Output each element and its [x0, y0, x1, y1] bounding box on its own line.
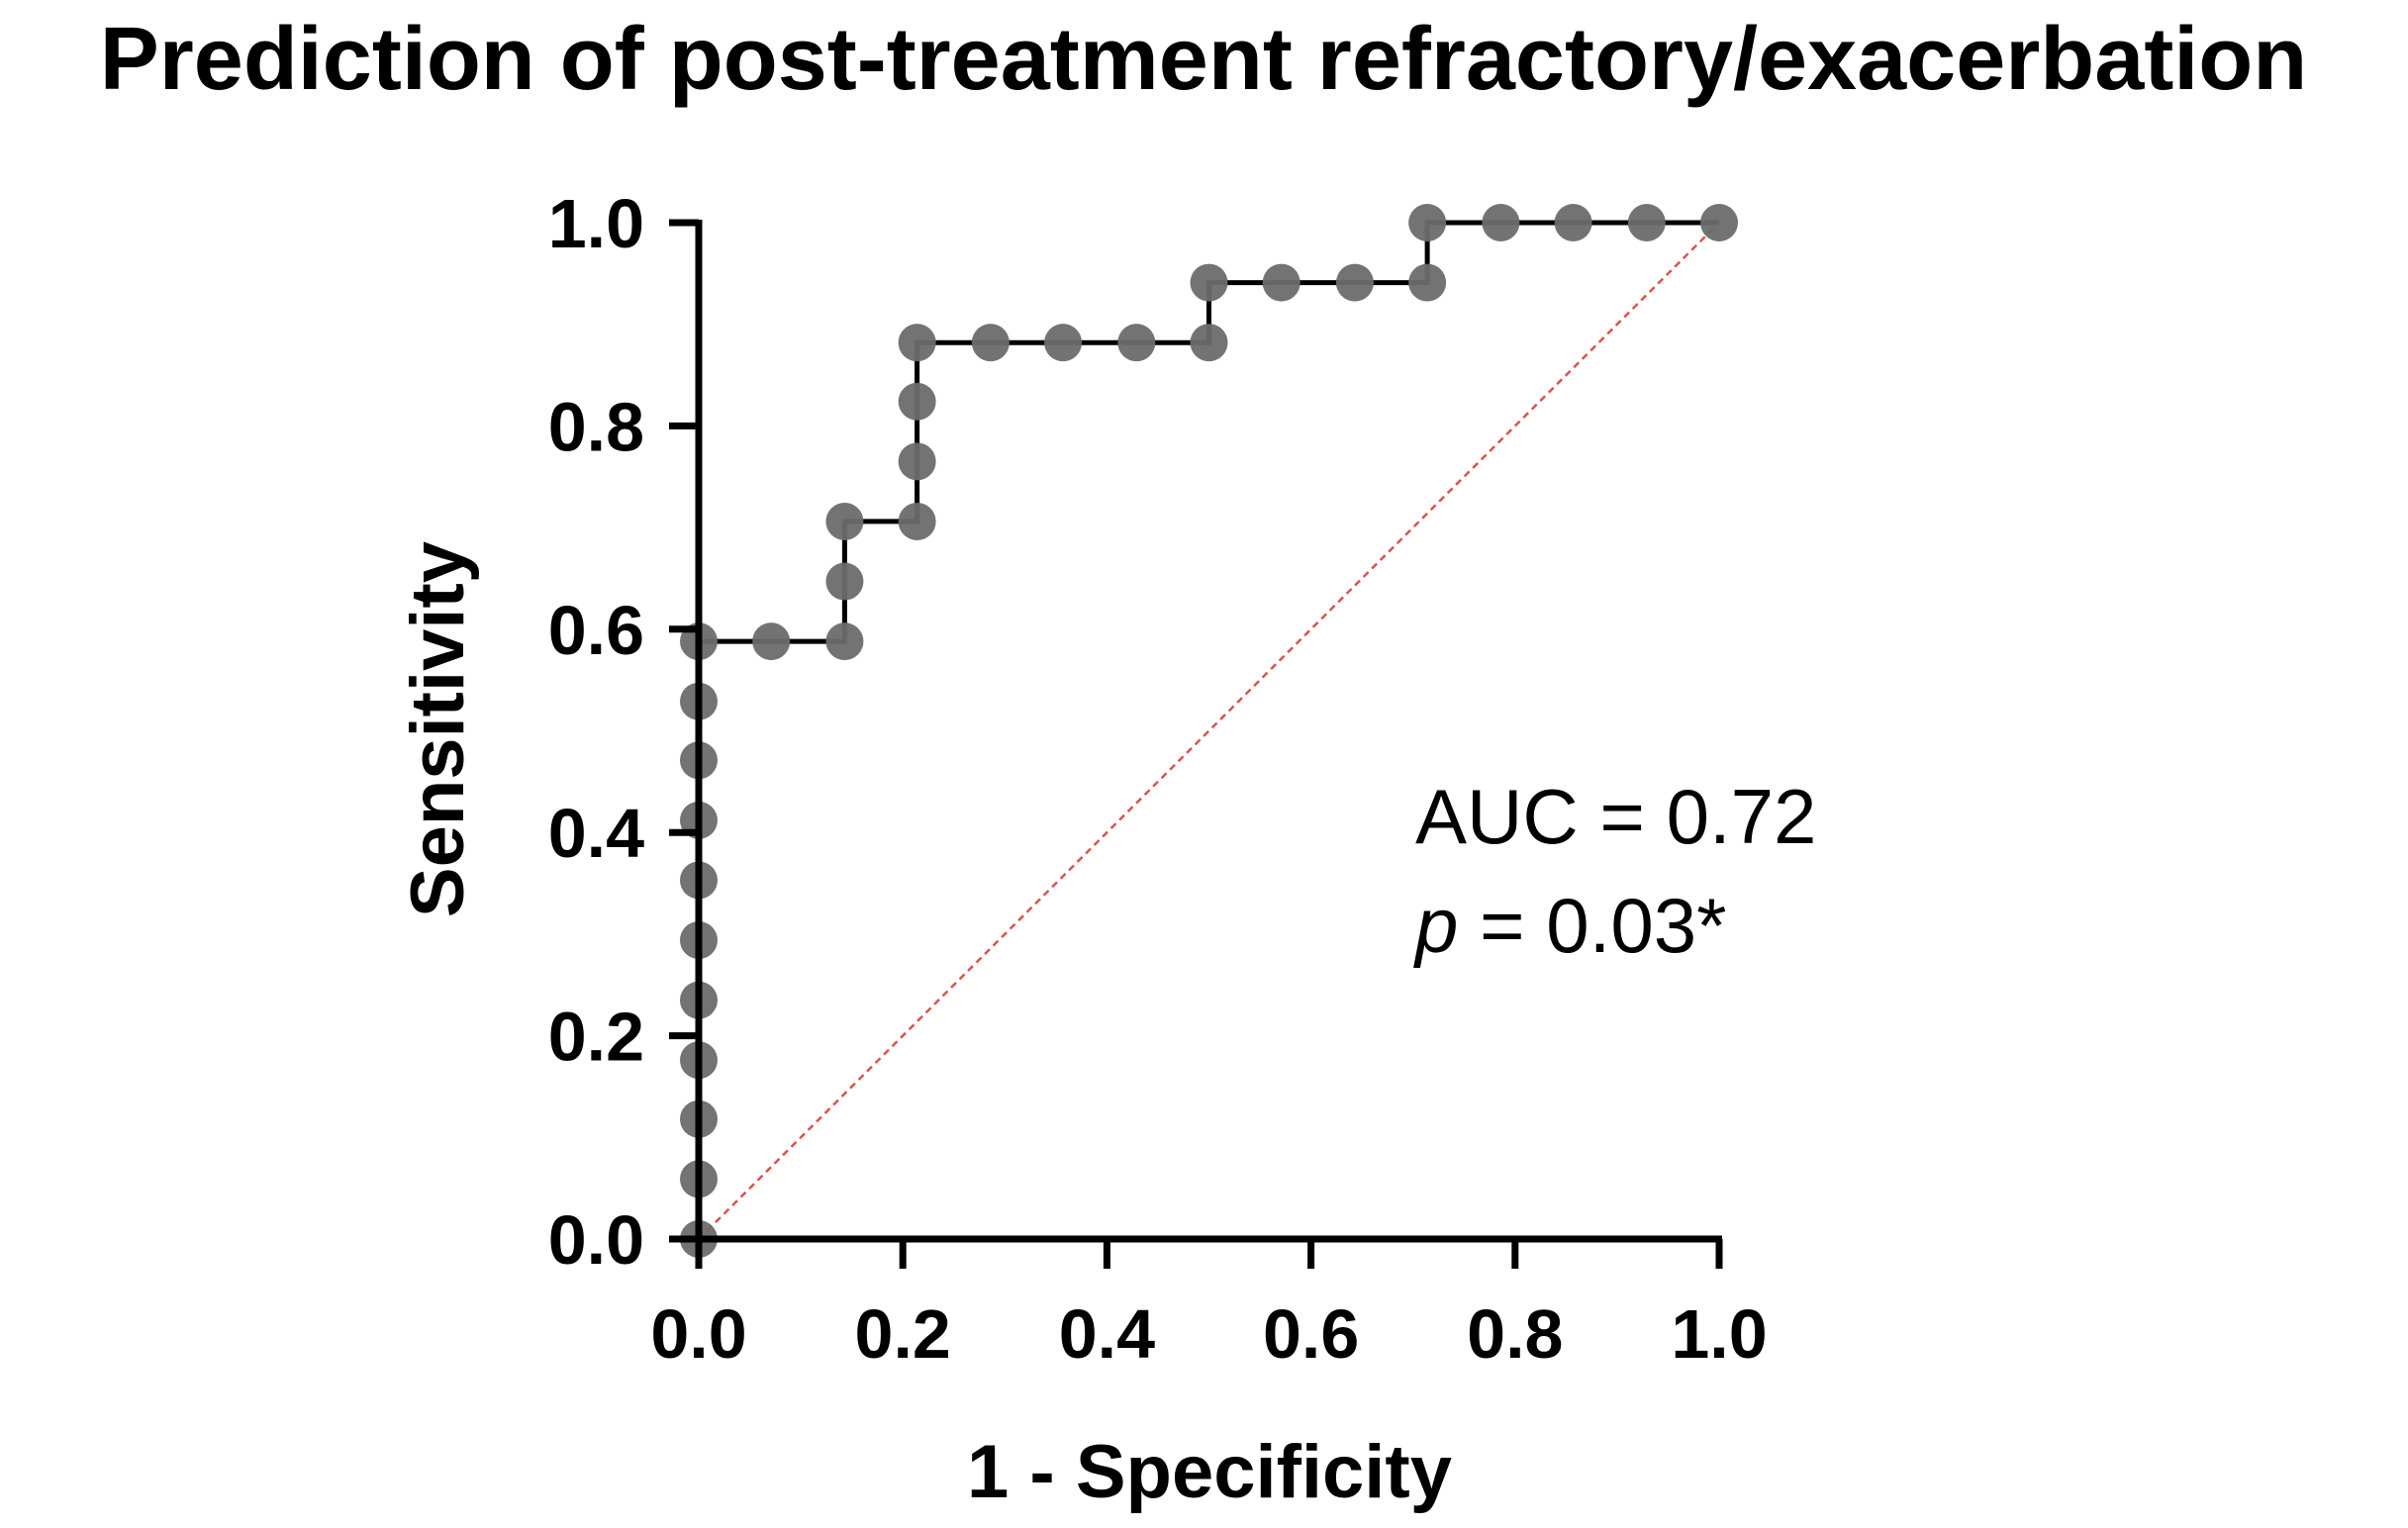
roc-point [825, 502, 864, 540]
roc-point [1482, 204, 1520, 241]
roc-point [1262, 263, 1300, 302]
p-value-text: = 0.03* [1458, 882, 1726, 969]
x-tick-label: 0.6 [1263, 1295, 1359, 1373]
roc-point [1044, 324, 1083, 362]
y-tick-label: 0.4 [548, 795, 644, 872]
roc-point [1335, 263, 1374, 302]
y-tick-label: 1.0 [548, 185, 644, 262]
y-axis-title: Sensitivity [396, 541, 480, 917]
chart-title: Prediction of post-treatment refractory/… [100, 10, 2308, 109]
reference-line-layer [698, 222, 1720, 1240]
x-tick-label: 0.2 [855, 1295, 951, 1373]
roc-point [1627, 204, 1666, 241]
roc-point [1554, 204, 1592, 241]
roc-point [1408, 263, 1447, 302]
x-tick-label: 0.8 [1467, 1295, 1563, 1373]
y-tick-label: 0.2 [548, 999, 644, 1076]
roc-point [825, 622, 864, 661]
y-tick-label: 0.8 [548, 388, 644, 465]
roc-marker-layer [680, 204, 1738, 1258]
y-tick-label: 0.0 [548, 1201, 644, 1279]
x-tick-label: 0.0 [650, 1295, 746, 1373]
auc-annotation: AUC = 0.72 [1415, 773, 1816, 860]
roc-point [1117, 324, 1156, 362]
x-tick-label: 0.4 [1059, 1295, 1155, 1373]
roc-point [752, 622, 791, 661]
y-tick-label: 0.6 [548, 592, 644, 669]
roc-point [1700, 204, 1738, 241]
roc-point [1190, 324, 1228, 362]
axes [695, 220, 1722, 1243]
x-axis-title: 1 - Specificity [967, 1430, 1452, 1514]
p-symbol: p [1413, 882, 1458, 969]
x-tick-label: 1.0 [1671, 1295, 1767, 1373]
reference-diagonal-line [698, 222, 1720, 1240]
roc-point [971, 324, 1010, 362]
p-value-annotation: p = 0.03* [1413, 882, 1726, 969]
roc-point [898, 442, 936, 481]
roc-point [898, 382, 936, 421]
roc-point [898, 324, 936, 362]
roc-point [898, 502, 936, 540]
roc-point [1408, 204, 1447, 241]
roc-point [825, 562, 864, 601]
roc-point [1190, 263, 1228, 302]
tick-layer: 0.0 0.2 0.4 0.6 0.8 1.0 0.0 0.2 0.4 0.6 0.8 1.0 [548, 185, 1768, 1373]
